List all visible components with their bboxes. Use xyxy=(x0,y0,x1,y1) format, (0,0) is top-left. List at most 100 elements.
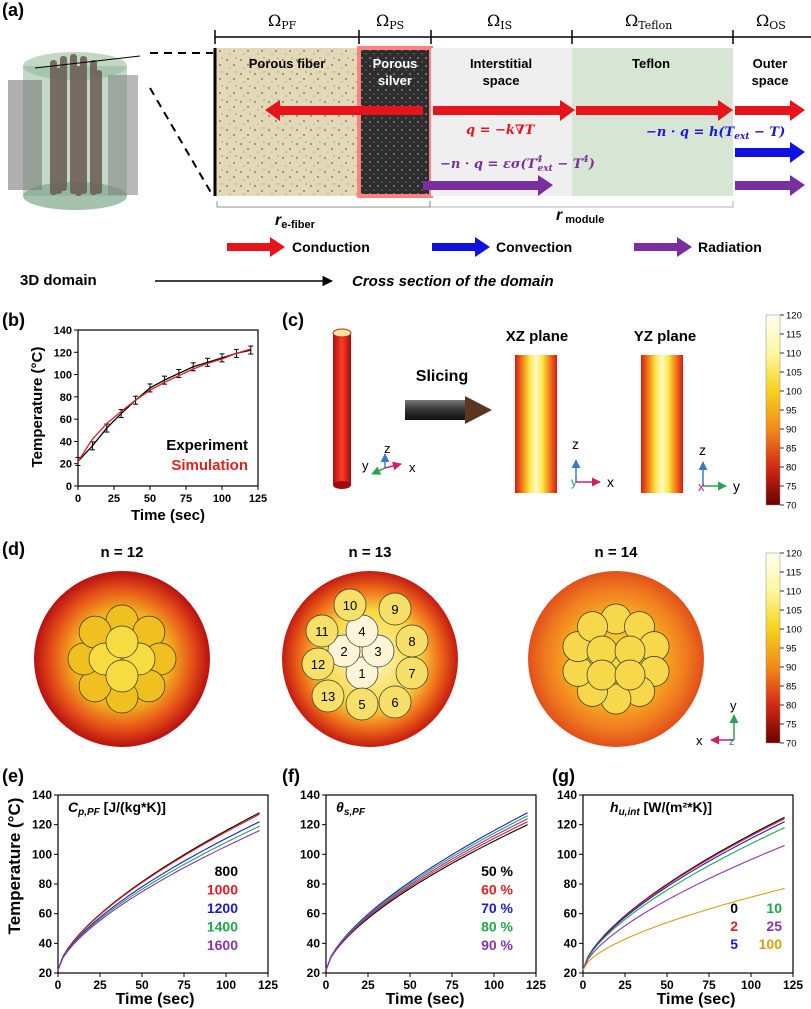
region-label-ps-line1: Porous xyxy=(373,56,418,71)
legend-g-entry: 100 xyxy=(759,936,783,952)
legend-g-entry: 25 xyxy=(766,918,782,934)
fibers-13-fiber-number: 11 xyxy=(315,624,329,639)
fiber-rod-top xyxy=(332,328,352,338)
fibers-13-fiber-number: 9 xyxy=(391,602,398,617)
chart-e-xlabel: Time (sec) xyxy=(116,991,195,1008)
legend-convection-arrow xyxy=(432,237,490,257)
domain-label-ps: ΩPS xyxy=(376,11,404,32)
chart-e-ylabel: Temperature (°C) xyxy=(5,798,24,935)
chart-g-xtick-label: 100 xyxy=(741,978,761,992)
chart-g-ytick-label: 20 xyxy=(564,966,578,980)
domain-label-teflon: ΩTeflon xyxy=(625,11,672,32)
xz-plane-slice xyxy=(515,355,557,493)
fibers-13-fiber xyxy=(333,588,367,622)
legend-f-entry: 70 % xyxy=(481,900,513,916)
chart-e-xtick-label: 100 xyxy=(216,978,236,992)
legend-f-entry: 80 % xyxy=(481,919,513,935)
legend-radiation-arrow xyxy=(634,237,692,257)
chart-b-xlabel: Time (sec) xyxy=(131,507,205,524)
colorbar-c: 120 115 110 105 100 95 90 85 80 75 70 xyxy=(765,311,802,512)
fibers-13-fiber-number: 4 xyxy=(358,624,365,639)
fibers-13-fiber xyxy=(311,679,345,713)
fibers-13-fiber-number: 13 xyxy=(321,689,335,704)
svg-text:x: x xyxy=(607,474,614,490)
region-label-os-line1: Outer xyxy=(753,56,788,71)
region-teflon xyxy=(572,48,733,196)
svg-text:x: x xyxy=(696,733,703,748)
chart-b-xtick-label: 125 xyxy=(249,493,267,505)
fibers-13-fiber-number: 6 xyxy=(391,695,398,710)
chart-g-ytick-label: 100 xyxy=(557,847,577,861)
bracket-fiber xyxy=(216,201,431,208)
chart-g-ytick-label: 140 xyxy=(557,788,577,802)
legend-convection-label: Convection xyxy=(496,239,572,255)
colorbar-tick-label: 110 xyxy=(786,587,801,598)
legend-f-entry: 50 % xyxy=(481,863,513,879)
chart-g-xtick-label: 125 xyxy=(783,978,803,992)
chart-f: 0 25 50 75 100 125 20 40 60 80 100 120 140 xyxy=(300,788,546,992)
chart-e-xtick-label: 75 xyxy=(177,978,191,992)
yz-plane-title: YZ plane xyxy=(634,328,697,345)
chart-g-series-2 xyxy=(582,821,785,971)
colorbar-d: 120 115 110 105 100 95 90 85 80 75 70 xyxy=(765,549,802,750)
colorbar-tick-label: 100 xyxy=(786,625,802,636)
footer-3d-domain: 3D domain xyxy=(20,272,97,289)
chart-g-series-4 xyxy=(582,844,785,971)
chart-e-ytick-label: 120 xyxy=(32,818,52,832)
panel-e-label: (e) xyxy=(2,766,24,786)
colorbar-tick-label: 105 xyxy=(786,606,802,617)
chart-e-ytick-label: 140 xyxy=(32,788,52,802)
fibers-13-fiber xyxy=(345,687,379,721)
chart-b: 0 25 50 75 100 125 0 20 40 60 80 100 120 140 xyxy=(54,325,268,505)
colorbar-tick-label: 80 xyxy=(786,463,797,474)
chart-g-xtick-label: 25 xyxy=(618,978,632,992)
chart-f-ytick-label: 140 xyxy=(300,788,320,802)
chart-e-series-2 xyxy=(57,821,260,971)
panel-e: (e) 0 25 50 75 100 125 20 40 60 80 100 120 140 Tempe… xyxy=(2,766,278,1008)
svg-text:y: y xyxy=(733,478,740,494)
radius-module-label: r module xyxy=(556,207,604,226)
legend-simulation: Simulation xyxy=(171,457,248,474)
chart-b-ytick-label: 0 xyxy=(66,481,72,493)
chart-g-title: hu,int [W/(m²*K)] xyxy=(610,799,712,818)
footer-cross-section: Cross section of the domain xyxy=(352,273,554,290)
domain-label-is: ΩIS xyxy=(487,11,512,32)
chart-f-ytick-label: 120 xyxy=(300,818,320,832)
chart-f-xtick-label: 75 xyxy=(445,978,459,992)
panel-b-label: (b) xyxy=(2,310,25,330)
legend-g-entry: 5 xyxy=(730,936,738,952)
chart-e: 0 25 50 75 100 125 20 40 60 80 100 120 140 xyxy=(32,788,278,992)
chart-g-series-0 xyxy=(582,816,785,971)
svg-text:y: y xyxy=(730,698,737,713)
chart-e-xtick-label: 0 xyxy=(55,978,62,992)
fibers-13-fiber xyxy=(305,614,339,648)
chart-g-xlabel: Time (sec) xyxy=(657,991,736,1008)
domain-label-os: ΩOS xyxy=(756,11,786,32)
chart-f-xtick-label: 125 xyxy=(526,978,546,992)
fibers-13-fiber xyxy=(395,624,429,658)
fibers-13-fiber-number: 1 xyxy=(358,666,365,681)
colorbar-tick-label: 115 xyxy=(786,568,801,579)
colorbar-tick-label: 75 xyxy=(786,482,797,493)
colorbar-tick-label: 70 xyxy=(786,501,797,512)
chart-b-frame xyxy=(77,329,259,487)
legend-f-entry: 90 % xyxy=(481,937,513,953)
chart-g-ytick-label: 120 xyxy=(557,818,577,832)
fibers-12-fiber xyxy=(105,625,139,659)
chart-g-xtick-label: 50 xyxy=(660,978,674,992)
legend-e-entry: 1600 xyxy=(207,937,238,953)
chart-f-xtick-label: 0 xyxy=(323,978,330,992)
svg-text:x: x xyxy=(698,479,705,494)
chart-b-ytick-label: 100 xyxy=(54,370,72,382)
fibers-13-fiber-number: 3 xyxy=(374,644,381,659)
fibers-12-fiber xyxy=(105,659,139,693)
fibers-14-fiber xyxy=(586,659,618,691)
chart-e-xtick-label: 25 xyxy=(93,978,107,992)
region-label-teflon: Teflon xyxy=(632,56,670,71)
chart-b-ytick-label: 60 xyxy=(60,414,72,426)
colorbar-tick-label: 85 xyxy=(786,444,797,455)
chart-e-ytick-label: 40 xyxy=(39,936,53,950)
panel-c-label: (c) xyxy=(282,310,304,330)
